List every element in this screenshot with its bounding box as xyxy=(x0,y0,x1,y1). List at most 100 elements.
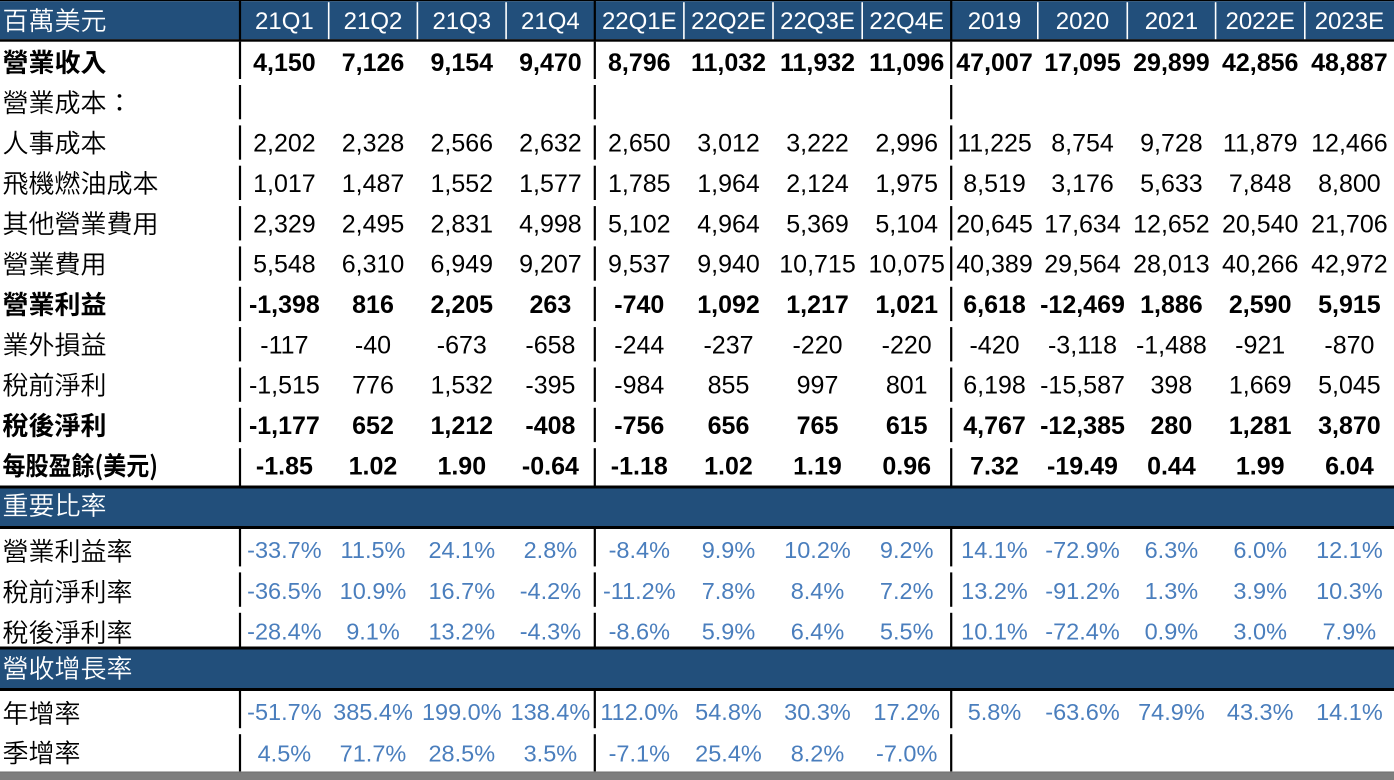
svg-text:29,564: 29,564 xyxy=(1044,251,1121,279)
svg-text:9,154: 9,154 xyxy=(431,49,494,77)
svg-text:-220: -220 xyxy=(792,331,842,359)
svg-text:5.9%: 5.9% xyxy=(702,618,756,644)
svg-text:42,856: 42,856 xyxy=(1222,49,1298,77)
svg-text:10.1%: 10.1% xyxy=(961,618,1028,644)
svg-text:48,887: 48,887 xyxy=(1311,49,1387,77)
svg-text:21Q2: 21Q2 xyxy=(344,8,403,35)
svg-text:4,964: 4,964 xyxy=(697,210,760,238)
svg-text:263: 263 xyxy=(530,291,572,319)
svg-text:0.9%: 0.9% xyxy=(1145,618,1199,644)
svg-text:6.0%: 6.0% xyxy=(1233,537,1287,563)
svg-text:1,552: 1,552 xyxy=(431,170,494,198)
svg-text:-51.7%: -51.7% xyxy=(247,699,322,725)
svg-text:71.7%: 71.7% xyxy=(340,740,407,766)
svg-text:2019: 2019 xyxy=(968,8,1021,35)
svg-text:855: 855 xyxy=(708,372,750,400)
svg-text:1.3%: 1.3% xyxy=(1145,578,1199,604)
svg-text:5,045: 5,045 xyxy=(1318,372,1381,400)
svg-text:1,577: 1,577 xyxy=(519,170,582,198)
svg-text:22Q1E: 22Q1E xyxy=(602,8,677,35)
svg-text:7.2%: 7.2% xyxy=(880,578,934,604)
svg-text:765: 765 xyxy=(797,412,839,440)
svg-text:5.5%: 5.5% xyxy=(880,618,934,644)
svg-text:2,632: 2,632 xyxy=(519,130,582,158)
svg-text:1,785: 1,785 xyxy=(608,170,671,198)
svg-text:8,796: 8,796 xyxy=(608,49,671,77)
svg-text:11,032: 11,032 xyxy=(691,49,766,77)
svg-text:1.02: 1.02 xyxy=(704,452,753,480)
svg-text:-1,515: -1,515 xyxy=(249,372,320,400)
svg-text:29,899: 29,899 xyxy=(1133,49,1209,77)
svg-text:3.0%: 3.0% xyxy=(1233,618,1287,644)
svg-text:2,329: 2,329 xyxy=(253,210,316,238)
svg-text:-7.1%: -7.1% xyxy=(609,740,670,766)
svg-text:1,217: 1,217 xyxy=(786,291,849,319)
svg-text:4,998: 4,998 xyxy=(519,210,582,238)
svg-text:652: 652 xyxy=(352,412,394,440)
svg-text:5,104: 5,104 xyxy=(875,210,938,238)
svg-text:17,634: 17,634 xyxy=(1044,210,1121,238)
svg-text:-91.2%: -91.2% xyxy=(1045,578,1120,604)
svg-text:199.0%: 199.0% xyxy=(422,699,502,725)
svg-text:10.3%: 10.3% xyxy=(1316,578,1383,604)
svg-text:801: 801 xyxy=(886,372,928,400)
svg-text:9.2%: 9.2% xyxy=(880,537,934,563)
svg-text:14.1%: 14.1% xyxy=(1316,699,1383,725)
svg-text:-3,118: -3,118 xyxy=(1048,331,1117,359)
svg-text:24.1%: 24.1% xyxy=(428,537,495,563)
svg-text:12,466: 12,466 xyxy=(1311,130,1387,158)
svg-text:6,949: 6,949 xyxy=(431,251,494,279)
svg-text:-395: -395 xyxy=(525,372,575,400)
svg-text:4,150: 4,150 xyxy=(253,49,316,77)
svg-text:-1,488: -1,488 xyxy=(1136,331,1207,359)
svg-text:1.02: 1.02 xyxy=(349,452,398,480)
svg-text:3,222: 3,222 xyxy=(786,130,849,158)
svg-text:-12,469: -12,469 xyxy=(1040,291,1125,319)
svg-text:2,650: 2,650 xyxy=(608,130,671,158)
svg-text:1,532: 1,532 xyxy=(431,372,494,400)
svg-text:-28.4%: -28.4% xyxy=(247,618,322,644)
svg-text:-8.4%: -8.4% xyxy=(609,537,670,563)
svg-text:28.5%: 28.5% xyxy=(428,740,495,766)
svg-text:12.1%: 12.1% xyxy=(1316,537,1383,563)
svg-text:9,207: 9,207 xyxy=(519,251,582,279)
svg-text:2,590: 2,590 xyxy=(1229,291,1292,319)
svg-text:-673: -673 xyxy=(437,331,487,359)
svg-text:-15,587: -15,587 xyxy=(1040,372,1125,400)
svg-text:-756: -756 xyxy=(614,412,664,440)
svg-text:54.8%: 54.8% xyxy=(695,699,762,725)
svg-text:9,728: 9,728 xyxy=(1140,130,1203,158)
svg-text:74.9%: 74.9% xyxy=(1138,699,1205,725)
svg-text:7.32: 7.32 xyxy=(970,452,1019,480)
svg-text:17,095: 17,095 xyxy=(1044,49,1121,77)
svg-text:43.3%: 43.3% xyxy=(1227,699,1294,725)
svg-text:112.0%: 112.0% xyxy=(600,699,678,725)
svg-text:2.8%: 2.8% xyxy=(524,537,578,563)
svg-text:8,800: 8,800 xyxy=(1318,170,1381,198)
svg-text:9,940: 9,940 xyxy=(697,251,760,279)
svg-text:40,266: 40,266 xyxy=(1222,251,1298,279)
svg-text:21Q3: 21Q3 xyxy=(432,8,491,35)
svg-text:-740: -740 xyxy=(614,291,664,319)
svg-text:1,975: 1,975 xyxy=(875,170,938,198)
svg-text:21Q4: 21Q4 xyxy=(521,8,580,35)
svg-text:2,996: 2,996 xyxy=(875,130,938,158)
svg-text:2022E: 2022E xyxy=(1225,8,1294,35)
svg-text:20,645: 20,645 xyxy=(956,210,1032,238)
svg-text:1,964: 1,964 xyxy=(697,170,760,198)
svg-text:5,102: 5,102 xyxy=(608,210,671,238)
svg-text:5,915: 5,915 xyxy=(1318,291,1381,319)
svg-text:12,652: 12,652 xyxy=(1133,210,1209,238)
svg-text:-1,398: -1,398 xyxy=(249,291,320,319)
svg-text:-408: -408 xyxy=(525,412,575,440)
svg-text:13.2%: 13.2% xyxy=(428,618,495,644)
svg-text:3,176: 3,176 xyxy=(1051,170,1114,198)
svg-text:30.3%: 30.3% xyxy=(784,699,851,725)
svg-text:-33.7%: -33.7% xyxy=(247,537,322,563)
svg-text:2,328: 2,328 xyxy=(342,130,405,158)
svg-text:6.4%: 6.4% xyxy=(791,618,845,644)
svg-text:8.4%: 8.4% xyxy=(791,578,845,604)
svg-text:3.9%: 3.9% xyxy=(1233,578,1287,604)
svg-text:40,389: 40,389 xyxy=(956,251,1032,279)
svg-text:7,126: 7,126 xyxy=(342,49,405,77)
